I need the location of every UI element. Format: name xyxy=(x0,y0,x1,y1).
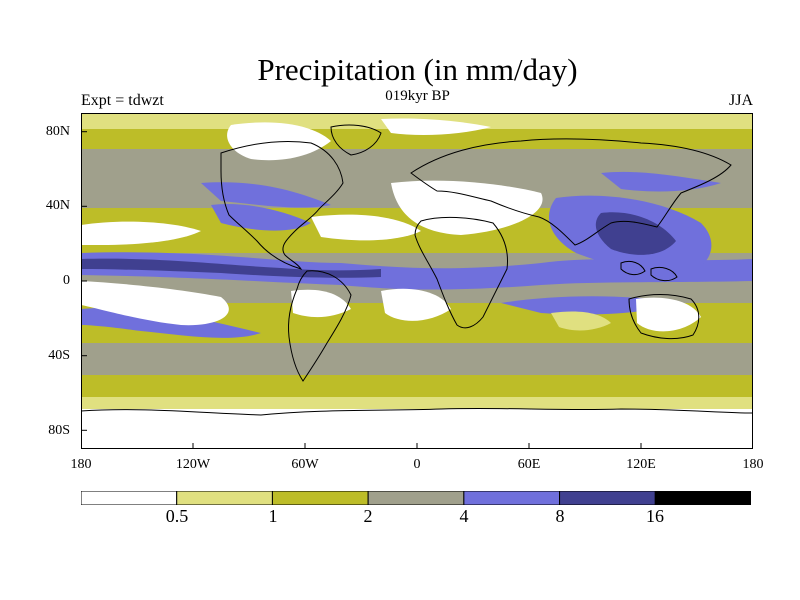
map-title: Precipitation (in mm/day) xyxy=(257,52,578,87)
dry-region xyxy=(81,221,201,245)
precip-band xyxy=(81,409,753,449)
x-tick-label: 60W xyxy=(291,457,319,472)
arctic-dry xyxy=(381,118,491,135)
colorbar-box xyxy=(271,491,369,505)
y-tick-label: 80N xyxy=(45,124,70,139)
x-tick-label: 120W xyxy=(175,457,211,472)
x-tick-label: 120E xyxy=(626,457,656,472)
colorbar-box xyxy=(654,491,751,505)
colorbar-level-label: 2 xyxy=(363,506,373,526)
y-tick-label: 80S xyxy=(48,423,70,438)
sahara-dry xyxy=(391,180,543,235)
colorbar-level-label: 0.5 xyxy=(165,506,189,526)
x-tick-label: 180 xyxy=(70,457,92,472)
y-ticks xyxy=(81,131,87,431)
itcz-core xyxy=(81,258,381,278)
colorbar xyxy=(81,491,751,505)
x-tick-label: 0 xyxy=(413,457,421,472)
itcz-band xyxy=(81,252,753,290)
colorbar-level-label: 16 xyxy=(646,506,664,526)
y-tick-label: 40S xyxy=(48,348,70,363)
caribbean-wet xyxy=(211,203,311,231)
y-tick-label: 40N xyxy=(45,198,70,213)
season-label: JJA xyxy=(728,92,753,109)
dry-region xyxy=(291,289,351,318)
coastlines xyxy=(81,124,753,416)
storm-track xyxy=(501,296,681,315)
storm-track xyxy=(201,182,331,208)
north-america-coast xyxy=(220,141,344,270)
monsoon-core xyxy=(595,212,676,255)
dry-region xyxy=(311,214,421,241)
colorbar-level-label: 1 xyxy=(268,506,278,526)
colorbar-box xyxy=(559,491,656,505)
colorbar-level-label: 4 xyxy=(459,506,469,526)
greenland-coast xyxy=(330,124,382,156)
dry-region xyxy=(551,311,611,331)
colorbar-canvas xyxy=(81,491,751,505)
australia-coast xyxy=(628,294,700,340)
colorbar-box xyxy=(463,491,561,505)
antarctica-coast xyxy=(81,407,753,416)
experiment-label: Expt = tdwzt xyxy=(81,92,164,109)
island-coast xyxy=(620,260,646,276)
colorbar-box xyxy=(367,491,465,505)
island-coast xyxy=(650,266,678,282)
storm-track xyxy=(601,171,721,192)
x-tick-label: 60E xyxy=(517,457,541,472)
colorbar-box xyxy=(81,491,178,505)
time-label: 019kyr BP xyxy=(385,88,450,104)
dry-region xyxy=(81,281,229,326)
south-america-coast xyxy=(288,270,352,382)
africa-coast xyxy=(414,216,508,329)
precipitation-map xyxy=(81,113,753,449)
colorbar-box xyxy=(176,491,273,505)
x-ticks xyxy=(192,443,642,449)
colorbar-level-label: 8 xyxy=(555,506,565,526)
australia-dry xyxy=(636,297,701,332)
map-canvas xyxy=(81,113,753,449)
x-tick-label: 180 xyxy=(742,457,764,472)
dry-region xyxy=(381,288,451,321)
y-tick-label: 0 xyxy=(63,273,70,288)
eurasia-coast xyxy=(410,138,732,246)
